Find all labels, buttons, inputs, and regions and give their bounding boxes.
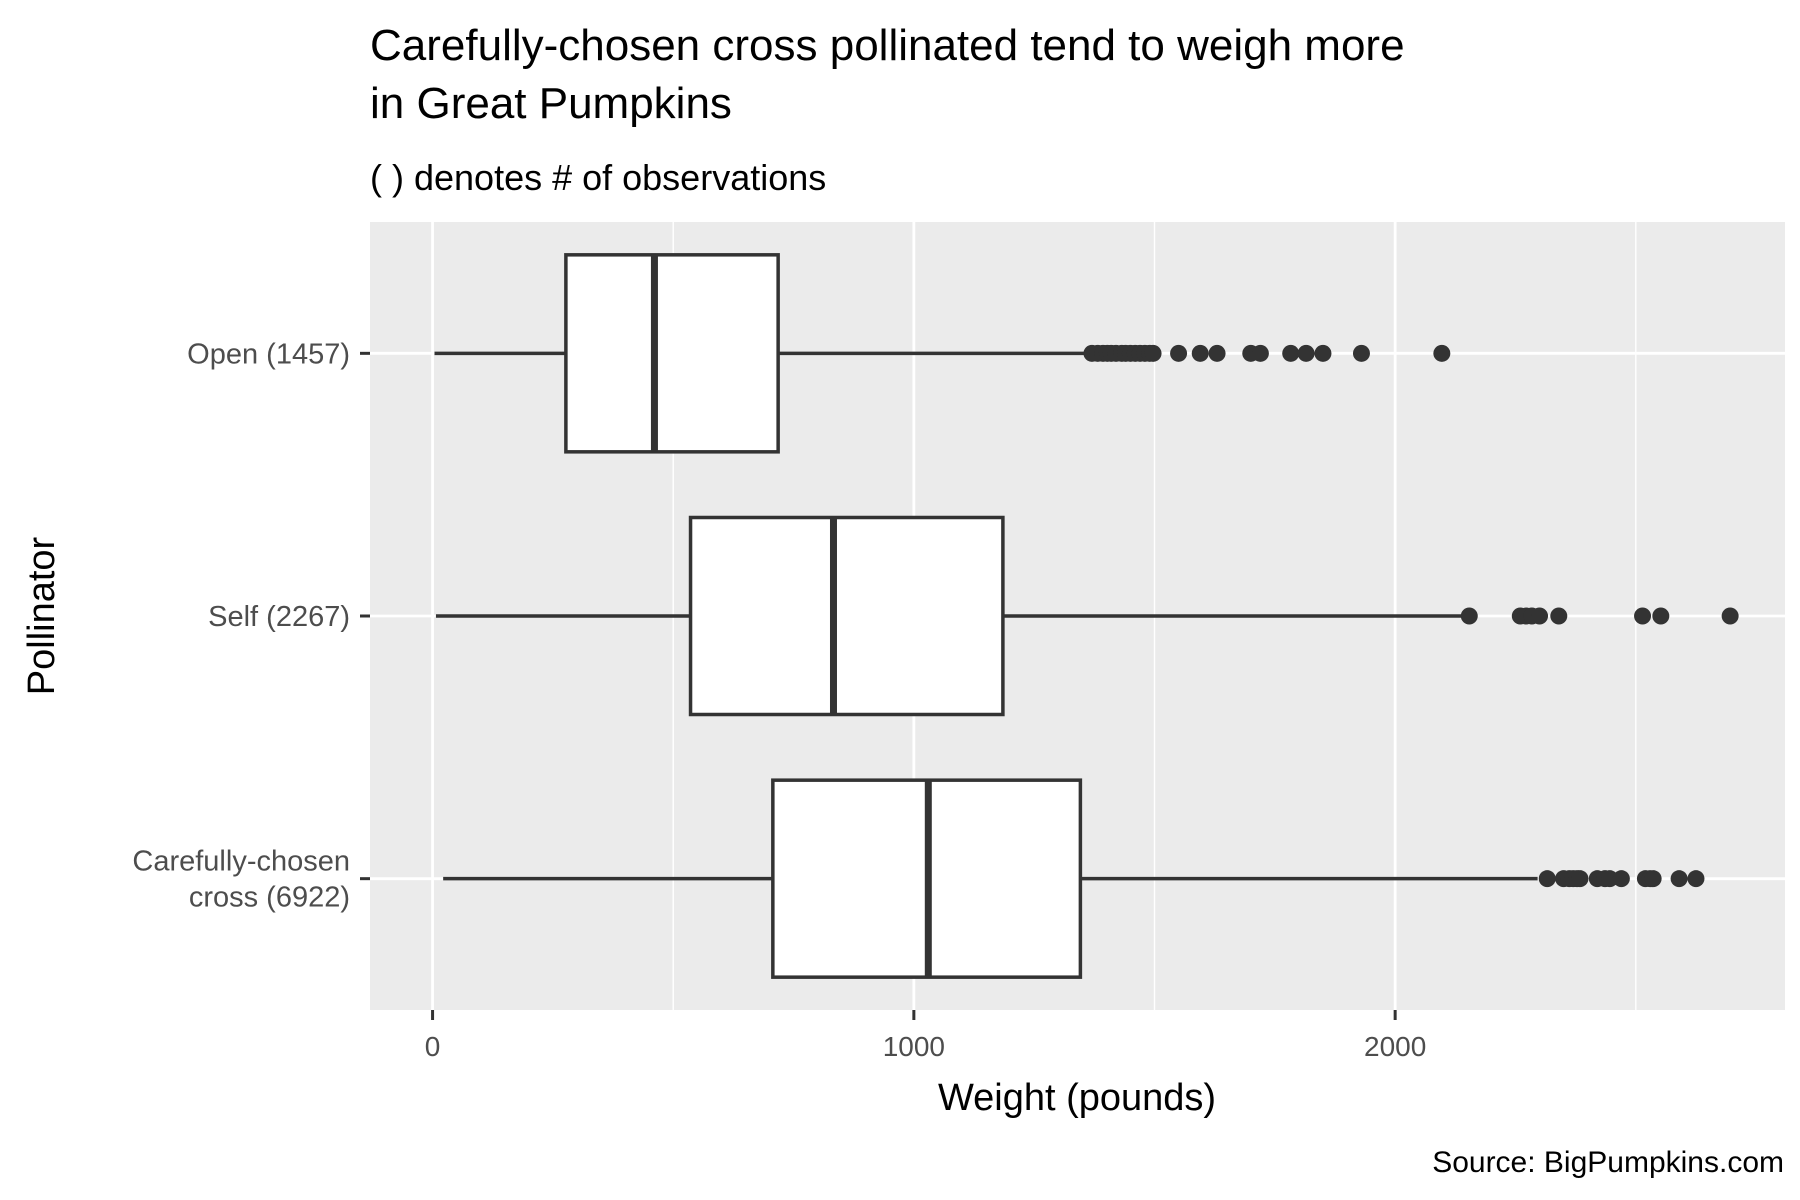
- box-iqr: [688, 515, 1005, 717]
- x-axis-title: Weight (pounds): [938, 1077, 1216, 1119]
- outlier-point: [1433, 344, 1451, 362]
- box-series: [434, 253, 1739, 979]
- y-axis: Carefully-chosen cross (6922) Self (2267) O…: [132, 338, 370, 914]
- outlier-point: [1538, 870, 1556, 888]
- box-group: [434, 253, 1451, 454]
- outlier-point: [1191, 344, 1209, 362]
- x-tick-label: 2000: [1364, 1031, 1426, 1062]
- outlier-point: [1550, 607, 1568, 625]
- outlier-point: [1282, 344, 1300, 362]
- chart-titles: Carefully-chosen cross pollinated tend t…: [370, 21, 1405, 198]
- outlier-point: [1297, 344, 1315, 362]
- outlier-point: [1460, 607, 1478, 625]
- outlier-point: [1208, 344, 1226, 362]
- box-group: [435, 515, 1739, 717]
- outlier-point: [1644, 870, 1662, 888]
- x-axis: 0 1000 2000: [425, 1010, 1426, 1062]
- x-tick-label: 0: [425, 1031, 441, 1062]
- chart-title-line-1: Carefully-chosen cross pollinated tend t…: [370, 21, 1405, 70]
- outlier-point: [1352, 344, 1370, 362]
- chart-subtitle: ( ) denotes # of observations: [370, 157, 826, 198]
- y-category-label: Open (1457): [187, 338, 350, 370]
- outlier-point: [1144, 344, 1162, 362]
- outlier-point: [1721, 607, 1739, 625]
- outlier-point: [1531, 607, 1549, 625]
- chart-caption: Source: BigPumpkins.com: [1432, 1146, 1784, 1179]
- outlier-point: [1170, 344, 1188, 362]
- chart-title-line-2: in Great Pumpkins: [370, 79, 732, 128]
- outlier-point: [1571, 870, 1589, 888]
- outlier-point: [1314, 344, 1332, 362]
- outlier-point: [1612, 870, 1630, 888]
- outlier-point: [1670, 870, 1688, 888]
- y-category-label: Carefully-chosen: [132, 846, 350, 878]
- box-iqr: [564, 253, 780, 454]
- y-axis-title: Pollinator: [21, 536, 63, 695]
- box-group: [443, 778, 1705, 979]
- outlier-point: [1251, 344, 1269, 362]
- y-category-label: cross (6922): [189, 882, 350, 914]
- outlier-point: [1652, 607, 1670, 625]
- outlier-point: [1687, 870, 1705, 888]
- y-category-label: Self (2267): [208, 601, 350, 633]
- outlier-point: [1634, 607, 1652, 625]
- x-tick-label: 1000: [883, 1031, 945, 1062]
